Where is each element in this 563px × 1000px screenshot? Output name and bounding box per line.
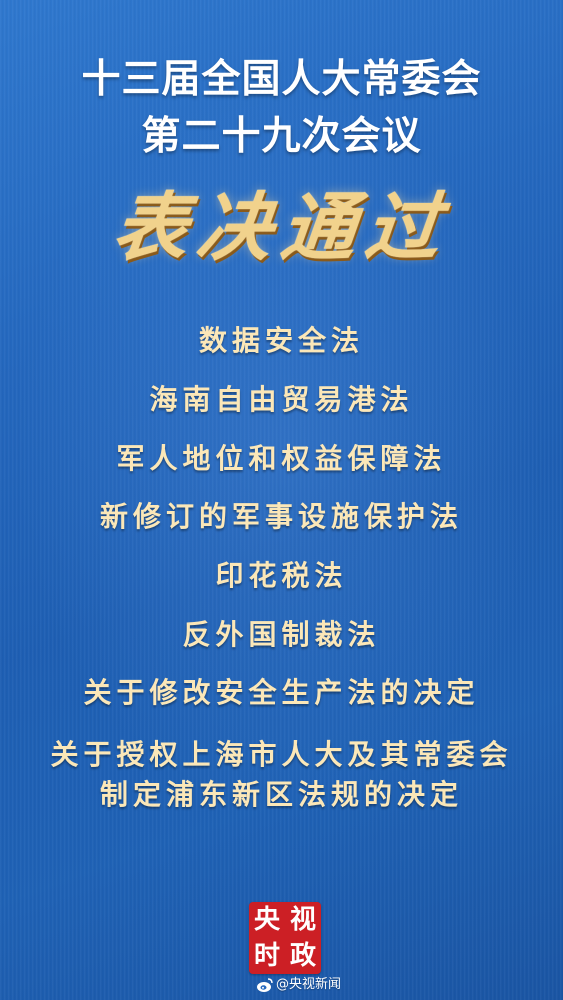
list-item: 反外国制裁法 [182, 618, 381, 651]
logo-char: 政 [289, 941, 316, 971]
list-item: 数据安全法 [198, 324, 364, 357]
list-item: 军人地位和权益保障法 [116, 442, 447, 475]
credit-text: @央视新闻 [276, 977, 342, 992]
list-item: 关于修改安全生产法的决定 [83, 676, 480, 709]
list-item: 制定浦东新区法规的决定 [99, 778, 463, 811]
logo-char: 时 [253, 941, 280, 971]
list-item: 新修订的军事设施保护法 [99, 500, 463, 533]
list-item: 海南自由贸易港法 [149, 383, 414, 416]
cctv-politics-logo: 央 视 时 政 [249, 902, 321, 974]
list-item: 关于授权上海市人大及其常委会 [50, 738, 513, 771]
logo-char: 央 [253, 905, 280, 935]
weibo-icon [257, 978, 273, 992]
list-item: 印花税法 [215, 559, 348, 592]
title-line-1: 十三届全国人大常委会 [81, 57, 482, 102]
logo-char: 视 [289, 905, 316, 935]
title-line-2: 第二十九次会议 [141, 114, 422, 159]
source-credit: @央视新闻 [256, 976, 341, 994]
